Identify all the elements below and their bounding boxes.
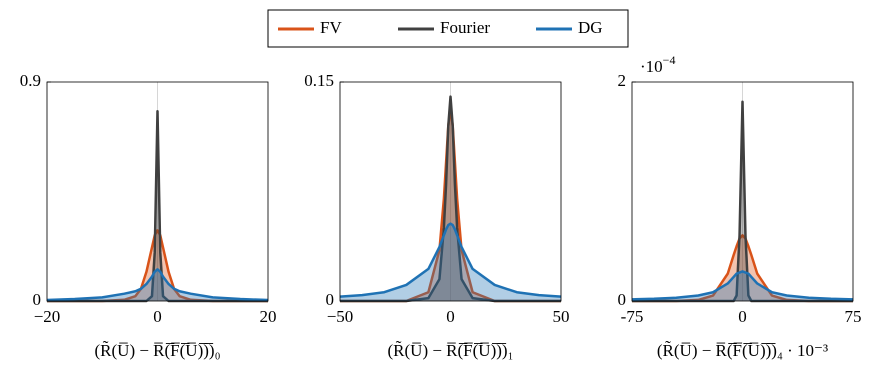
area-fill: [47, 230, 268, 301]
series-line: [46, 268, 269, 302]
area-fill: [340, 223, 561, 301]
x-tick-label: 75: [845, 307, 862, 326]
legend-label: Fourier: [440, 18, 490, 37]
series-line: [631, 270, 854, 301]
y-tick-label: 0: [326, 290, 335, 309]
x-tick-label: 0: [446, 307, 455, 326]
legend-label: FV: [320, 18, 342, 37]
x-axis-label: (R̃(U̅) − R̅(̅F̅(̅U̅)̅)̅)₄ · 10⁻³: [657, 341, 828, 360]
y-multiplier: ·10−4: [640, 53, 675, 76]
y-multiplier-exponent: −4: [663, 53, 676, 67]
x-tick-label: −50: [327, 307, 354, 326]
legend-label: DG: [578, 18, 603, 37]
area-fill: [47, 111, 268, 301]
y-tick-label: 2: [618, 71, 627, 90]
y-tick-label: 0: [618, 290, 627, 309]
y-tick-label: 0.15: [304, 71, 334, 90]
axes-frame: [339, 81, 562, 302]
area-fill: [632, 101, 853, 302]
y-tick-label: 0.9: [20, 71, 41, 90]
x-tick-label: 20: [260, 307, 277, 326]
series-line: [339, 222, 562, 298]
axes-frame: [631, 81, 854, 302]
y-multiplier-base: ·10: [640, 57, 663, 76]
x-tick-label: 0: [738, 307, 747, 326]
legend: FV Fourier DG: [278, 18, 603, 37]
x-tick-label: 50: [553, 307, 570, 326]
area-fill: [632, 235, 853, 301]
area-fill: [340, 96, 561, 301]
x-tick-label: 0: [153, 307, 162, 326]
area-fill: [632, 271, 853, 301]
area-fill: [47, 269, 268, 301]
x-axis-label: (R̃(U̅) − R̅(̅F̅(̅U̅)̅)̅)₀: [95, 341, 221, 360]
area-fill: [340, 108, 561, 301]
axes-frame: [46, 81, 269, 302]
y-tick-label: 0: [33, 290, 42, 309]
x-axis-label: (R̃(U̅) − R̅(̅F̅(̅U̅)̅)̅)₁: [388, 341, 514, 360]
x-tick-label: -75: [621, 307, 644, 326]
x-tick-label: −20: [34, 307, 61, 326]
